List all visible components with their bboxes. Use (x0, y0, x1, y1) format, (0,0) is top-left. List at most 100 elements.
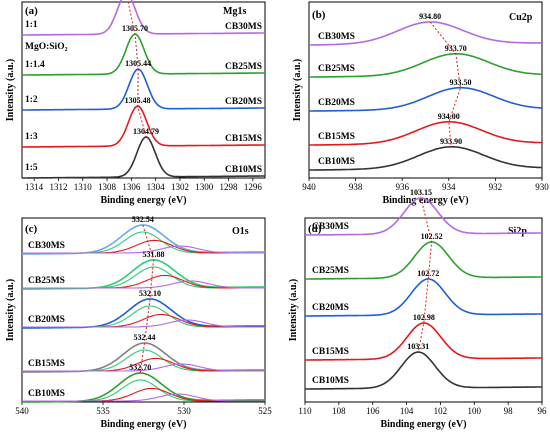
panel-letter: (c) (25, 223, 38, 235)
sample-label-CB30MS: CB30MS (28, 241, 65, 251)
sample-label-CB20MS: CB20MS (318, 98, 355, 108)
element-label: Si2p (508, 226, 527, 237)
panel-letter: (b) (312, 9, 326, 21)
y-axis-title: Intensity (a.u.) (5, 279, 16, 342)
x-tick-label: 936 (395, 182, 409, 192)
series-CB10MS (309, 146, 542, 171)
sample-label-CB20MS: CB20MS (225, 97, 262, 107)
series-CB10MS (22, 136, 265, 179)
sample-label-CB20MS: CB20MS (28, 315, 65, 325)
x-tick-label: 104 (400, 406, 414, 416)
series-CB10MS (305, 351, 542, 390)
fit-component (22, 319, 265, 328)
element-label: Cu2p (509, 12, 533, 23)
series-CB30MS (22, 0, 265, 36)
sample-label-CB25MS: CB25MS (318, 64, 355, 74)
x-tick-label: 98 (504, 406, 514, 416)
x-axis-title: Binding energy (eV) (100, 419, 186, 430)
series-CB15MS (22, 105, 265, 148)
x-tick-label: 102 (434, 406, 448, 416)
peak-label-CB15MS: 1305.48 (125, 96, 151, 105)
series-CB25MS (22, 33, 265, 76)
sample-label-CB20MS: CB20MS (312, 303, 349, 313)
panel-letter: (d) (308, 223, 322, 235)
element-label: O1s (232, 226, 249, 237)
sample-label-CB15MS: CB15MS (225, 134, 262, 144)
panel-frame (21, 1, 266, 179)
panel-frame (304, 217, 543, 403)
x-tick-label: 1314 (25, 182, 44, 192)
peak-label-CB10MS: 933.90 (440, 137, 462, 146)
ratio-label-CB20MS: 1:2 (25, 95, 38, 105)
peak-label-CB30MS: 532.54 (132, 215, 154, 224)
x-tick-label: 540 (15, 406, 29, 416)
series-CB25MS (305, 241, 542, 280)
ratio-label-CB15MS: 1:3 (25, 132, 38, 142)
panel-letter: (a) (25, 5, 38, 17)
sample-label-CB25MS: CB25MS (28, 276, 65, 286)
fit-component (22, 393, 265, 402)
sample-label-CB30MS: CB30MS (312, 222, 349, 232)
peak-label-CB25MS: 933.70 (445, 44, 467, 53)
series-CB30MS (309, 21, 542, 46)
fit-component (22, 363, 265, 372)
x-tick-label: 106 (366, 406, 380, 416)
sample-label-CB15MS: CB15MS (312, 347, 349, 357)
peak-label-CB10MS: 532.70 (129, 363, 151, 372)
x-tick-label: 110 (298, 406, 312, 416)
sample-label-CB10MS: CB10MS (28, 389, 65, 399)
x-tick-label: 530 (177, 406, 191, 416)
x-axis-title: Binding energy (eV) (382, 195, 468, 206)
ratio-header: MgO:SiO₂ (25, 42, 68, 52)
panel-frame (21, 217, 266, 403)
x-tick-label: 1312 (49, 182, 67, 192)
peak-label-CB25MS: 102.52 (421, 232, 443, 241)
x-tick-label: 1296 (244, 182, 263, 192)
peak-label-CB15MS: 102.98 (413, 313, 435, 322)
panel-b: 940 938 936 934 932 930 Binding energy (eV) Int… (292, 1, 549, 206)
x-tick-label: 1310 (74, 182, 93, 192)
peak-label-CB20MS: 532.10 (139, 289, 161, 298)
sample-label-CB10MS: CB10MS (312, 376, 349, 386)
sample-label-CB15MS: CB15MS (318, 132, 355, 142)
x-tick-label: 930 (535, 182, 549, 192)
peak-label-CB30MS: 934.80 (419, 12, 441, 21)
peak-label-CB20MS: 933.50 (449, 78, 471, 87)
peak-label-CB15MS: 532.44 (133, 333, 155, 342)
x-tick-label: 934 (442, 182, 456, 192)
series-CB20MS (305, 278, 542, 317)
x-axis-title: Binding energy (eV) (380, 419, 466, 430)
peak-label-CB10MS: 1304.79 (133, 127, 159, 136)
series-CB30MS (305, 197, 542, 236)
ratio-label-CB25MS: 1:1.4 (25, 60, 45, 70)
x-tick-label: 100 (468, 406, 482, 416)
peak-trend-line (127, 0, 147, 138)
x-tick-label: 108 (332, 406, 346, 416)
x-axis-title: Binding energy (eV) (100, 195, 186, 206)
sample-label-CB25MS: CB25MS (312, 266, 349, 276)
x-tick-label: 1306 (122, 182, 141, 192)
x-tick-label: 1302 (171, 182, 189, 192)
peak-label-CB30MS: 103.15 (410, 188, 432, 197)
x-tick-label: 940 (302, 182, 316, 192)
sample-label-CB10MS: CB10MS (225, 165, 262, 175)
series-CB20MS (309, 86, 543, 112)
peak-label-CB20MS: 1305.44 (125, 59, 151, 68)
x-tick-label: 1308 (98, 182, 117, 192)
x-tick-label: 932 (489, 182, 503, 192)
peak-label-CB25MS: 1305.70 (122, 24, 148, 33)
peak-label-CB15MS: 934.00 (438, 112, 460, 121)
x-tick-label: 938 (349, 182, 363, 192)
peak-label-CB25MS: 531.88 (143, 250, 165, 259)
element-label: Mg1s (223, 6, 246, 17)
x-tick-label: 535 (96, 406, 110, 416)
x-tick-label: 525 (258, 406, 272, 416)
peak-trend-line (417, 197, 433, 353)
panel-frame (308, 1, 543, 179)
panel-a: 1314 1312 1310 1308 1306 1304 1302 1300 1298 1296… (5, 0, 266, 206)
fit-component (22, 245, 265, 254)
sample-label-CB30MS: CB30MS (318, 32, 355, 42)
x-tick-label: 1298 (220, 182, 239, 192)
sample-label-CB30MS: CB30MS (225, 22, 262, 32)
y-axis-title: Intensity (a.u.) (292, 59, 303, 122)
